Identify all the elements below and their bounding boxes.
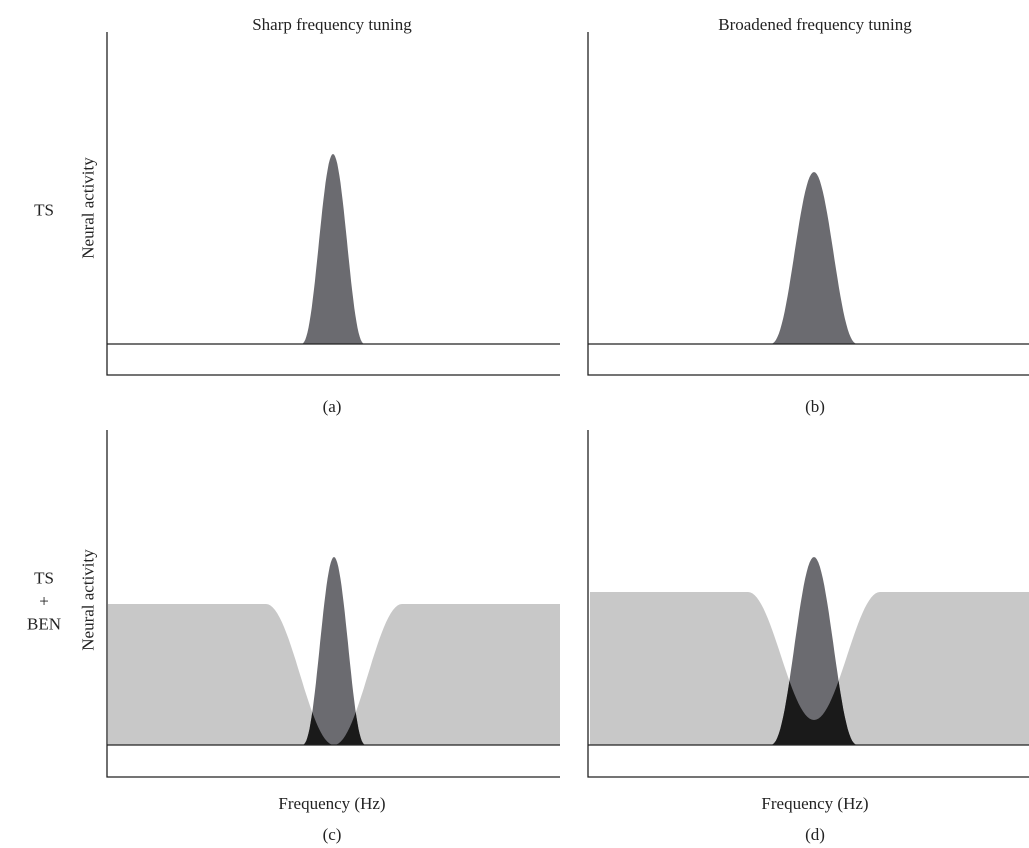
row-label-ts: TS	[34, 200, 54, 220]
row-label-ts-ben: TS + BEN	[27, 568, 61, 637]
row-label-ts-ben-line1: TS	[34, 568, 54, 588]
column-title-broadened: Broadened frequency tuning	[718, 15, 912, 34]
tuning-curve-a	[301, 154, 365, 344]
axes-c	[106, 430, 560, 778]
tuning-curve-c	[302, 557, 366, 745]
panel-b	[587, 32, 1029, 376]
panel-label-d: (d)	[805, 825, 825, 844]
axes-d	[587, 430, 1029, 778]
x-axis-label-d: Frequency (Hz)	[761, 794, 869, 813]
tuning-curve-b	[770, 172, 858, 344]
column-title-sharp: Sharp frequency tuning	[252, 15, 412, 34]
axes-b	[587, 32, 1029, 376]
noise-band-d	[590, 592, 1029, 745]
panel-a	[106, 32, 560, 376]
panel-label-a: (a)	[322, 397, 342, 416]
x-axis-label-c: Frequency (Hz)	[278, 794, 386, 813]
row-label-ts-ben-line2: +	[39, 591, 49, 611]
row-label-ts-ben-line3: BEN	[27, 614, 61, 634]
panel-d	[587, 430, 1029, 778]
panel-c	[106, 430, 560, 778]
panel-label-c: (c)	[322, 825, 342, 844]
axes-a	[106, 32, 560, 376]
noise-band-c	[108, 604, 560, 745]
panel-label-b: (b)	[805, 397, 825, 416]
